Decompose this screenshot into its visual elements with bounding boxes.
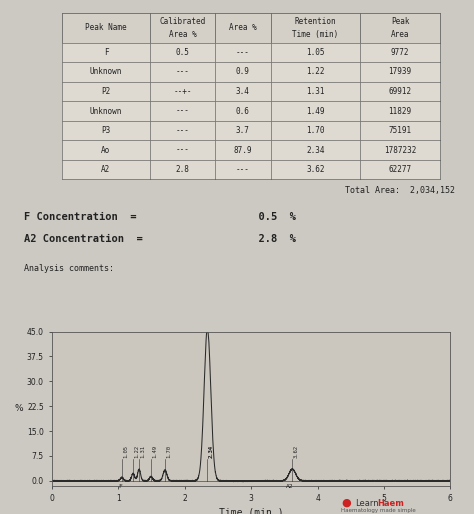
Text: 1.22: 1.22 xyxy=(135,445,139,458)
Text: 1.31: 1.31 xyxy=(306,87,325,96)
Text: P2: P2 xyxy=(101,87,110,96)
Text: Area %: Area % xyxy=(229,23,257,32)
Text: Calibrated: Calibrated xyxy=(159,17,206,26)
Text: ---: --- xyxy=(175,126,190,135)
Text: 1.70: 1.70 xyxy=(166,445,171,458)
Text: 2.34: 2.34 xyxy=(306,145,325,155)
Text: ---: --- xyxy=(175,106,190,116)
Text: F: F xyxy=(104,48,108,57)
Text: P3: P3 xyxy=(101,126,110,135)
Text: Peak Name: Peak Name xyxy=(85,23,127,32)
Text: 1.05: 1.05 xyxy=(123,445,128,458)
Text: Total Area:  2,034,152: Total Area: 2,034,152 xyxy=(345,186,455,195)
Text: Learn: Learn xyxy=(356,499,379,508)
Text: 2.8: 2.8 xyxy=(175,165,190,174)
Text: Analysis comments:: Analysis comments: xyxy=(24,264,114,273)
Text: Retention: Retention xyxy=(295,17,336,26)
Text: ---: --- xyxy=(175,67,190,77)
Text: Haematology made simple: Haematology made simple xyxy=(341,508,416,513)
Text: 69912: 69912 xyxy=(389,87,411,96)
X-axis label: Time (min.): Time (min.) xyxy=(219,507,283,514)
Text: 0.5  %: 0.5 % xyxy=(246,212,296,223)
Text: ---: --- xyxy=(236,165,250,174)
Text: ---: --- xyxy=(175,145,190,155)
Text: 3.4: 3.4 xyxy=(236,87,250,96)
Text: 17939: 17939 xyxy=(389,67,411,77)
Text: Unknown: Unknown xyxy=(90,106,122,116)
Text: 0.5: 0.5 xyxy=(175,48,190,57)
Text: 2.34: 2.34 xyxy=(209,445,214,458)
Text: 1787232: 1787232 xyxy=(384,145,416,155)
Text: 11829: 11829 xyxy=(389,106,411,116)
Text: --+-: --+- xyxy=(173,87,192,96)
Text: ---: --- xyxy=(236,48,250,57)
Text: 1.70: 1.70 xyxy=(306,126,325,135)
Text: A2: A2 xyxy=(286,484,293,489)
Text: 2.8  %: 2.8 % xyxy=(246,234,296,244)
Text: 3.62: 3.62 xyxy=(294,445,299,458)
Text: Area %: Area % xyxy=(169,30,196,39)
Text: Unknown: Unknown xyxy=(90,67,122,77)
Text: 3.7: 3.7 xyxy=(236,126,250,135)
Text: 1.31: 1.31 xyxy=(140,445,146,458)
Text: Peak: Peak xyxy=(391,17,410,26)
Text: Time (min): Time (min) xyxy=(292,30,338,39)
Text: 1.49: 1.49 xyxy=(306,106,325,116)
Text: A2 Concentration  =: A2 Concentration = xyxy=(24,234,143,244)
Text: A2: A2 xyxy=(101,165,110,174)
Text: Area: Area xyxy=(391,30,410,39)
Text: 3.62: 3.62 xyxy=(306,165,325,174)
Text: 1.22: 1.22 xyxy=(306,67,325,77)
Text: 1.05: 1.05 xyxy=(306,48,325,57)
Text: Haem: Haem xyxy=(377,499,404,508)
Text: 0.9: 0.9 xyxy=(236,67,250,77)
Text: 62277: 62277 xyxy=(389,165,411,174)
Text: 0.6: 0.6 xyxy=(236,106,250,116)
Text: 2.34: 2.34 xyxy=(209,445,214,458)
Text: F Concentration  =: F Concentration = xyxy=(24,212,136,223)
Y-axis label: %: % xyxy=(14,404,23,413)
Text: F: F xyxy=(118,484,122,489)
Text: 75191: 75191 xyxy=(389,126,411,135)
Text: ●: ● xyxy=(341,498,351,508)
Text: 87.9: 87.9 xyxy=(234,145,252,155)
Text: 9772: 9772 xyxy=(391,48,410,57)
Text: Ao: Ao xyxy=(101,145,110,155)
Text: 1.49: 1.49 xyxy=(152,445,157,458)
